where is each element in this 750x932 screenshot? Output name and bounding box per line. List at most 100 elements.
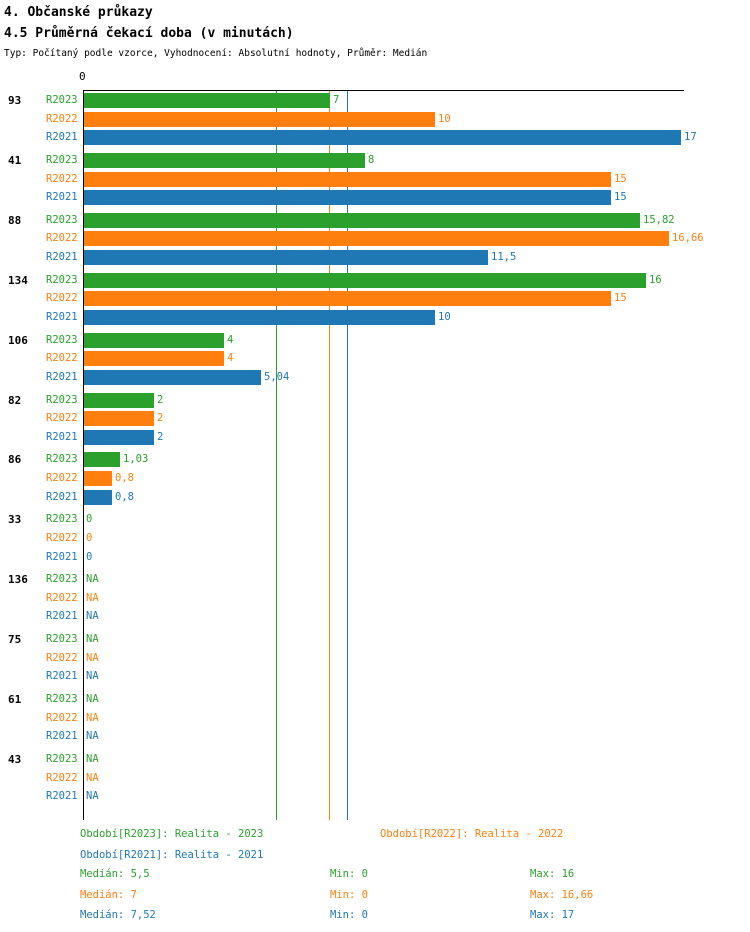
bar-value-label: NA <box>86 670 99 682</box>
bar-r2021 <box>84 490 112 505</box>
row-label-r2022: R2022 <box>46 772 78 784</box>
row-label-r2022: R2022 <box>46 592 78 604</box>
group-label: 106 <box>8 334 28 347</box>
bar-value-label: 0 <box>86 513 93 525</box>
bar-r2023 <box>84 273 646 288</box>
row-label-r2023: R2023 <box>46 633 78 645</box>
bar-r2021 <box>84 250 488 265</box>
bar-value-label: NA <box>86 633 99 645</box>
row-label-r2022: R2022 <box>46 113 78 125</box>
bar-value-label: 2 <box>157 412 164 424</box>
bar-r2021 <box>84 430 154 445</box>
bar-value-label: 8 <box>368 154 375 166</box>
bar-value-label: 0,8 <box>115 472 134 484</box>
row-label-r2021: R2021 <box>46 551 78 563</box>
bar-r2021 <box>84 310 435 325</box>
bar-r2023 <box>84 153 365 168</box>
row-label-r2023: R2023 <box>46 453 78 465</box>
bar-r2021 <box>84 190 611 205</box>
row-label-r2022: R2022 <box>46 232 78 244</box>
group-label: 88 <box>8 214 22 227</box>
row-label-r2021: R2021 <box>46 670 78 682</box>
row-label-r2023: R2023 <box>46 693 78 705</box>
bar-r2022 <box>84 231 669 246</box>
bar-value-label: 1,03 <box>123 453 149 465</box>
row-label-r2023: R2023 <box>46 274 78 286</box>
bar-value-label: 4 <box>227 352 234 364</box>
row-label-r2021: R2021 <box>46 311 78 323</box>
median-line-r2022 <box>329 90 330 820</box>
chart-title: 4. Občanské průkazy <box>4 5 153 20</box>
row-label-r2021: R2021 <box>46 131 78 143</box>
row-label-r2021: R2021 <box>46 431 78 443</box>
row-label-r2022: R2022 <box>46 532 78 544</box>
row-label-r2021: R2021 <box>46 610 78 622</box>
bar-r2022 <box>84 471 112 486</box>
bar-r2022 <box>84 172 611 187</box>
bar-value-label: 16,66 <box>672 232 704 244</box>
bar-value-label: NA <box>86 712 99 724</box>
bar-value-label: NA <box>86 573 99 585</box>
bar-value-label: 16 <box>649 274 662 286</box>
row-label-r2021: R2021 <box>46 371 78 383</box>
row-label-r2023: R2023 <box>46 214 78 226</box>
bar-value-label: NA <box>86 693 99 705</box>
bar-value-label: NA <box>86 652 99 664</box>
row-label-r2023: R2023 <box>46 154 78 166</box>
bar-value-label: 7 <box>333 94 340 106</box>
bar-value-label: NA <box>86 772 99 784</box>
bar-value-label: NA <box>86 730 99 742</box>
bar-value-label: NA <box>86 610 99 622</box>
chart-meta: Typ: Počítaný podle vzorce, Vyhodnocení:… <box>4 48 428 59</box>
bar-value-label: 15 <box>614 191 627 203</box>
bar-value-label: 2 <box>157 431 164 443</box>
bar-value-label: 17 <box>684 131 697 143</box>
bar-value-label: 0 <box>86 532 93 544</box>
bar-value-label: 15 <box>614 292 627 304</box>
bar-r2022 <box>84 351 224 366</box>
group-label: 43 <box>8 753 22 766</box>
y-axis-line <box>83 90 84 820</box>
bar-r2023 <box>84 393 154 408</box>
bar-value-label: 15 <box>614 173 627 185</box>
x-axis-tick-label: 0 <box>79 70 86 83</box>
median-line-r2021 <box>347 90 348 820</box>
bar-r2023 <box>84 93 330 108</box>
row-label-r2022: R2022 <box>46 292 78 304</box>
group-label: 75 <box>8 633 22 646</box>
group-label: 93 <box>8 94 22 107</box>
median-line-r2023 <box>276 90 277 820</box>
row-label-r2023: R2023 <box>46 334 78 346</box>
group-label: 61 <box>8 693 22 706</box>
row-label-r2021: R2021 <box>46 790 78 802</box>
bar-value-label: 5,04 <box>264 371 290 383</box>
bar-value-label: NA <box>86 753 99 765</box>
bar-r2023 <box>84 213 640 228</box>
row-label-r2023: R2023 <box>46 394 78 406</box>
bar-r2022 <box>84 291 611 306</box>
row-label-r2023: R2023 <box>46 94 78 106</box>
group-label: 136 <box>8 573 28 586</box>
bar-r2021 <box>84 130 681 145</box>
bar-value-label: 15,82 <box>643 214 675 226</box>
row-label-r2022: R2022 <box>46 173 78 185</box>
group-label: 134 <box>8 274 28 287</box>
row-label-r2021: R2021 <box>46 191 78 203</box>
bar-r2023 <box>84 452 120 467</box>
row-label-r2023: R2023 <box>46 753 78 765</box>
bar-value-label: 11,5 <box>491 251 517 263</box>
bar-r2023 <box>84 333 224 348</box>
group-label: 82 <box>8 394 22 407</box>
group-label: 86 <box>8 453 22 466</box>
bar-value-label: NA <box>86 592 99 604</box>
row-label-r2023: R2023 <box>46 573 78 585</box>
row-label-r2022: R2022 <box>46 652 78 664</box>
row-label-r2022: R2022 <box>46 472 78 484</box>
row-label-r2021: R2021 <box>46 251 78 263</box>
row-label-r2023: R2023 <box>46 513 78 525</box>
group-label: 41 <box>8 154 22 167</box>
row-label-r2022: R2022 <box>46 352 78 364</box>
bar-r2022 <box>84 411 154 426</box>
group-label: 33 <box>8 513 22 526</box>
